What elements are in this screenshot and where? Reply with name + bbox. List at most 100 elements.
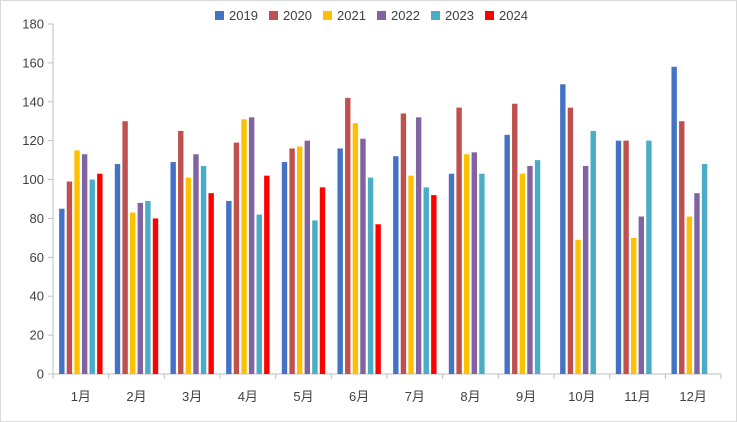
y-tick-label: 120 [22, 133, 44, 148]
legend-label: 2020 [283, 8, 312, 23]
legend-item-2021: 2021 [323, 8, 366, 23]
bar-2021-6 [352, 123, 359, 375]
bar-2020-1 [66, 181, 73, 374]
bar-2020-6 [345, 97, 351, 374]
x-tick-label: 1月 [71, 389, 91, 404]
bar-2020-10 [567, 107, 574, 374]
bar-2022-1 [81, 154, 88, 374]
y-tick-label: 0 [37, 367, 44, 382]
legend-item-2024: 2024 [485, 8, 528, 23]
x-tick-label: 5月 [293, 389, 313, 404]
legend-label: 2021 [337, 8, 366, 23]
x-tick-label: 3月 [182, 389, 202, 404]
bar-2020-3 [178, 130, 184, 374]
legend: 2019 2020 2021 2022 2023 2024 [215, 8, 528, 23]
x-tick-label: 9月 [516, 389, 536, 404]
bar-2021-1 [74, 150, 80, 374]
bar-2020-8 [456, 107, 462, 374]
bar-2022-12 [694, 193, 700, 374]
bar-2024-5 [319, 187, 326, 374]
legend-label: 2024 [499, 8, 528, 23]
bar-2021-10 [575, 239, 581, 374]
x-tick-label: 12月 [679, 389, 706, 404]
bar-2024-1 [97, 173, 103, 374]
bar-2020-4 [233, 142, 240, 374]
x-tick-label: 8月 [460, 389, 480, 404]
bar-2019-7 [393, 156, 399, 374]
bar-2023-10 [590, 130, 596, 374]
y-tick-label: 140 [22, 94, 44, 109]
bar-2023-9 [534, 160, 541, 374]
x-tick-label: 11月 [624, 389, 651, 404]
bar-2019-12 [671, 66, 677, 375]
bar-2019-10 [560, 84, 566, 375]
bar-2019-8 [448, 173, 455, 374]
bar-2024-3 [208, 193, 214, 374]
y-tick-label: 100 [22, 172, 44, 187]
bar-2023-5 [312, 220, 318, 374]
bar-2019-5 [281, 162, 288, 374]
bar-2021-3 [185, 177, 192, 374]
bar-2019-9 [504, 134, 510, 374]
bar-2024-2 [152, 218, 159, 374]
legend-swatch [485, 11, 494, 20]
bar-2023-6 [367, 177, 374, 374]
y-tick-label: 60 [30, 250, 44, 265]
bar-2021-4 [241, 119, 247, 375]
x-tick-label: 7月 [405, 389, 425, 404]
bar-2022-7 [415, 117, 422, 374]
x-tick-label: 2月 [126, 389, 146, 404]
legend-label: 2019 [229, 8, 258, 23]
x-tick-label: 10月 [568, 389, 595, 404]
y-tick-label: 180 [22, 17, 44, 32]
y-tick-label: 20 [30, 328, 44, 343]
bar-2023-7 [423, 187, 429, 374]
bar-2020-9 [512, 103, 518, 374]
legend-item-2020: 2020 [269, 8, 312, 23]
legend-swatch [215, 11, 224, 20]
legend-swatch [269, 11, 278, 20]
bar-2022-11 [638, 216, 644, 374]
legend-swatch [323, 11, 332, 20]
legend-swatch [377, 11, 386, 20]
legend-label: 2023 [445, 8, 474, 23]
bar-2019-6 [337, 148, 343, 374]
bars [59, 66, 708, 375]
y-tick-label: 80 [30, 211, 44, 226]
y-tick-label: 40 [30, 289, 44, 304]
bar-2019-3 [170, 162, 176, 374]
bar-2023-11 [646, 140, 652, 374]
bar-2023-1 [89, 179, 95, 374]
bar-2022-4 [248, 117, 255, 374]
legend-item-2023: 2023 [431, 8, 474, 23]
bar-2021-12 [686, 216, 693, 374]
bar-2022-5 [304, 140, 310, 374]
bar-2020-12 [679, 121, 685, 374]
bar-2022-10 [582, 165, 589, 374]
bar-2022-3 [193, 154, 199, 374]
bar-2021-5 [297, 146, 303, 374]
y-tick-label: 160 [22, 55, 44, 70]
legend-item-2022: 2022 [377, 8, 420, 23]
bar-2019-11 [615, 140, 622, 374]
bar-2021-9 [519, 173, 526, 374]
bar-2023-4 [256, 214, 262, 374]
bar-2019-4 [226, 200, 232, 374]
bar-2021-7 [408, 175, 414, 374]
bar-2019-2 [114, 164, 121, 374]
bar-2022-6 [360, 138, 366, 374]
bar-2020-5 [289, 148, 295, 374]
bar-2023-3 [200, 165, 207, 374]
y-axis: 0 20 40 60 80 100 120 140 160 180 [22, 17, 54, 382]
bar-2023-8 [479, 173, 485, 374]
bar-2022-2 [137, 202, 143, 374]
bar-2024-4 [264, 175, 270, 374]
bar-2022-9 [527, 165, 533, 374]
bar-2020-7 [400, 113, 407, 374]
legend-item-2019: 2019 [215, 8, 258, 23]
bar-2021-2 [130, 212, 136, 374]
bar-2024-6 [375, 224, 381, 374]
legend-swatch [431, 11, 440, 20]
